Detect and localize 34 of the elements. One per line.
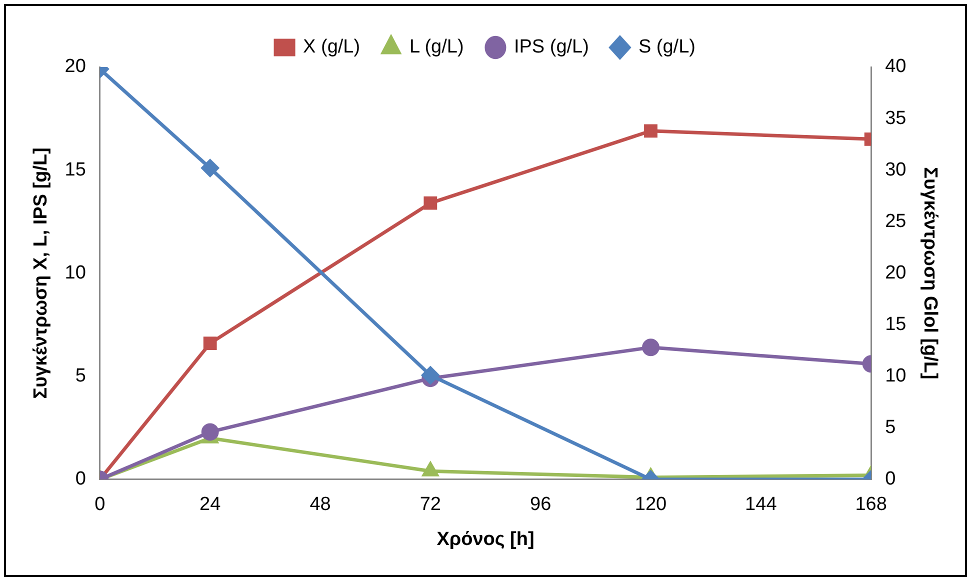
y2-tick-label: 15 — [885, 314, 906, 335]
y2-axis-title: Συγκέντρωση Glol [g/L] — [919, 167, 940, 380]
point — [201, 423, 219, 441]
y-tick-label: 0 — [75, 468, 86, 490]
y2-tick-label: 30 — [885, 159, 906, 180]
x-tick-label: 24 — [200, 494, 222, 516]
y2-tick-label: 5 — [885, 417, 896, 438]
y2-tick-label: 10 — [885, 366, 906, 387]
x-tick-label: 96 — [530, 494, 552, 516]
legend-label: X (g/L) — [303, 36, 360, 58]
y2-tick-label: 20 — [885, 262, 906, 284]
x-tick-label: 72 — [420, 494, 441, 516]
legend-label: L (g/L) — [410, 36, 464, 58]
point — [424, 196, 438, 210]
x-tick-label: 48 — [310, 494, 331, 516]
y-tick-label: 20 — [64, 56, 86, 78]
legend-label: IPS (g/L) — [514, 36, 589, 58]
y2-tick-label: 0 — [885, 468, 896, 490]
x-tick-label: 144 — [745, 494, 778, 516]
y-tick-label: 5 — [75, 366, 86, 387]
point — [203, 336, 217, 350]
x-tick-label: 168 — [855, 494, 887, 516]
point — [642, 338, 660, 356]
y2-tick-label: 25 — [885, 210, 906, 232]
y-tick-label: 15 — [64, 159, 86, 180]
point — [644, 124, 658, 138]
y2-tick-label: 40 — [885, 56, 906, 78]
x-axis-title: Χρόνος [h] — [436, 528, 534, 550]
y-tick-label: 10 — [64, 262, 86, 284]
y-axis-title: Συγκέντρωση X, L, IPS [g/L] — [30, 148, 52, 399]
x-tick-label: 0 — [94, 494, 106, 516]
y2-tick-label: 35 — [885, 108, 906, 129]
legend-label: S (g/L) — [638, 36, 696, 58]
x-tick-label: 120 — [634, 494, 667, 516]
